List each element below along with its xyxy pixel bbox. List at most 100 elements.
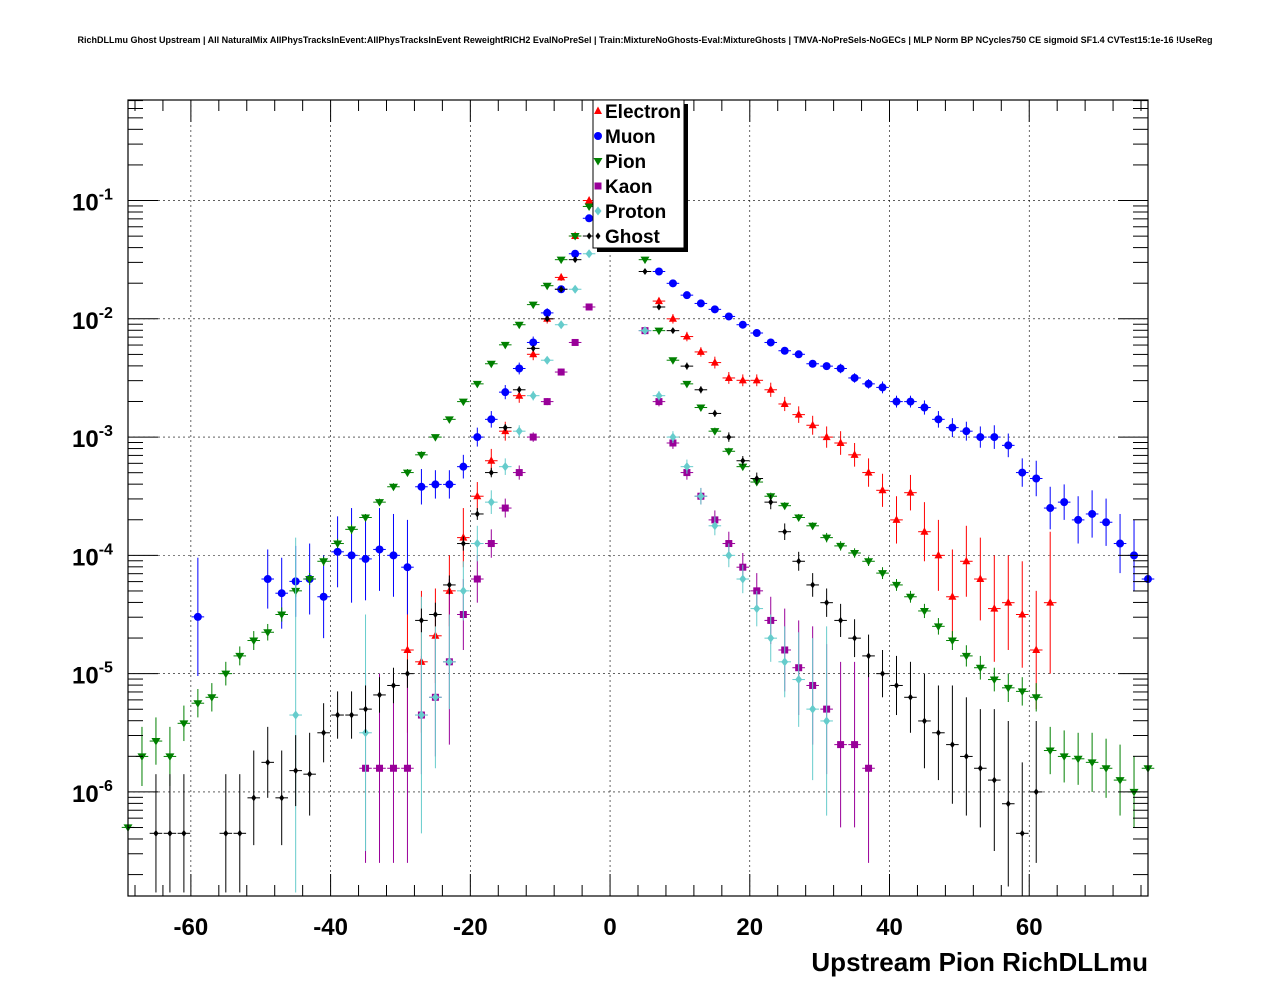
- x-tick-label: 60: [1016, 914, 1043, 941]
- data-point: [446, 581, 452, 589]
- data-point: [501, 388, 510, 397]
- data-point: [962, 556, 971, 565]
- data-point: [906, 397, 915, 406]
- data-point: [878, 383, 887, 392]
- data-point: [403, 563, 412, 572]
- data-point: [934, 550, 943, 559]
- data-point: [572, 256, 578, 264]
- data-point: [975, 664, 985, 673]
- data-point: [584, 203, 594, 211]
- data-point: [277, 589, 286, 598]
- data-point: [557, 272, 566, 281]
- data-point: [654, 327, 664, 336]
- data-point: [557, 320, 565, 330]
- x-tick-label: 0: [603, 914, 616, 941]
- data-point: [319, 592, 328, 601]
- data-point: [1018, 468, 1027, 477]
- data-point: [305, 576, 315, 584]
- data-point: [1018, 610, 1027, 618]
- legend-entry-proton: Proton: [594, 202, 666, 223]
- data-point: [808, 359, 817, 368]
- x-tick-label: -20: [453, 914, 488, 941]
- data-point: [474, 510, 480, 518]
- data-point: [794, 514, 804, 523]
- data-point: [237, 829, 243, 837]
- chart-title: RichDLLmu Ghost Upstream | All NaturalMi…: [77, 35, 1212, 45]
- data-point: [836, 438, 845, 447]
- data-point: [920, 527, 929, 535]
- data-point: [1088, 509, 1097, 518]
- data-point: [167, 829, 173, 837]
- data-point: [794, 350, 803, 359]
- data-point: [1101, 765, 1111, 773]
- data-point: [682, 291, 691, 300]
- data-point: [864, 468, 873, 476]
- data-point: [724, 373, 733, 381]
- data-point: [544, 315, 550, 323]
- data-point: [754, 474, 760, 482]
- data-point: [891, 581, 901, 590]
- data-point: [948, 592, 957, 600]
- data-point: [445, 480, 454, 489]
- data-point: [795, 675, 803, 685]
- data-point: [780, 399, 789, 407]
- data-point: [570, 233, 580, 241]
- data-point: [347, 526, 357, 534]
- data-point: [948, 423, 957, 432]
- data-point: [347, 551, 356, 560]
- axes: -60 -40 -20 0 20 40 60 10-1 10-2 10-3 10-4 10-5 10-6: [72, 100, 1148, 941]
- data-point: [223, 829, 229, 837]
- data-point: [375, 545, 384, 554]
- legend-entry-electron: Electron: [594, 102, 681, 123]
- series-proton: [289, 249, 833, 893]
- y-tick-label: 10-3: [72, 423, 113, 453]
- data-point: [864, 379, 873, 388]
- data-point: [431, 480, 440, 489]
- data-point: [473, 575, 481, 583]
- data-point: [1059, 753, 1069, 761]
- data-point: [445, 657, 453, 667]
- legend-entry-muon: Muon: [594, 127, 656, 148]
- data-point: [919, 607, 929, 616]
- data-point: [389, 764, 397, 772]
- data-point: [990, 433, 999, 442]
- data-point: [1046, 504, 1055, 513]
- data-point: [515, 364, 524, 373]
- data-point: [586, 232, 592, 240]
- data-point: [724, 312, 733, 321]
- data-point: [696, 299, 705, 308]
- data-point: [333, 547, 342, 556]
- data-point: [473, 491, 482, 500]
- data-point: [529, 433, 537, 441]
- y-tick-label: 10-5: [72, 660, 113, 690]
- data-point: [263, 629, 273, 637]
- data-point: [515, 426, 523, 436]
- data-point: [585, 249, 593, 259]
- data-point: [921, 717, 927, 725]
- data-point: [1017, 688, 1027, 696]
- data-point: [430, 434, 440, 442]
- legend-entry-pion: Pion: [593, 152, 646, 173]
- data-point: [864, 558, 874, 566]
- series-ghost: [149, 232, 1043, 896]
- data-point: [880, 670, 886, 678]
- data-point: [1116, 539, 1125, 548]
- data-point: [654, 296, 663, 305]
- data-point: [892, 397, 901, 406]
- data-point: [809, 704, 817, 714]
- data-point: [333, 540, 343, 549]
- data-point: [641, 326, 649, 336]
- data-point: [977, 764, 983, 772]
- data-point: [738, 463, 748, 472]
- data-point: [165, 753, 175, 761]
- data-point: [307, 770, 313, 778]
- data-point: [920, 403, 929, 412]
- data-point: [1031, 694, 1041, 702]
- data-point: [1019, 829, 1025, 837]
- data-point: [668, 357, 678, 365]
- data-point: [794, 410, 803, 418]
- data-point: [515, 391, 524, 399]
- data-point: [682, 380, 692, 389]
- data-point: [1073, 755, 1083, 764]
- data-point: [1129, 788, 1139, 797]
